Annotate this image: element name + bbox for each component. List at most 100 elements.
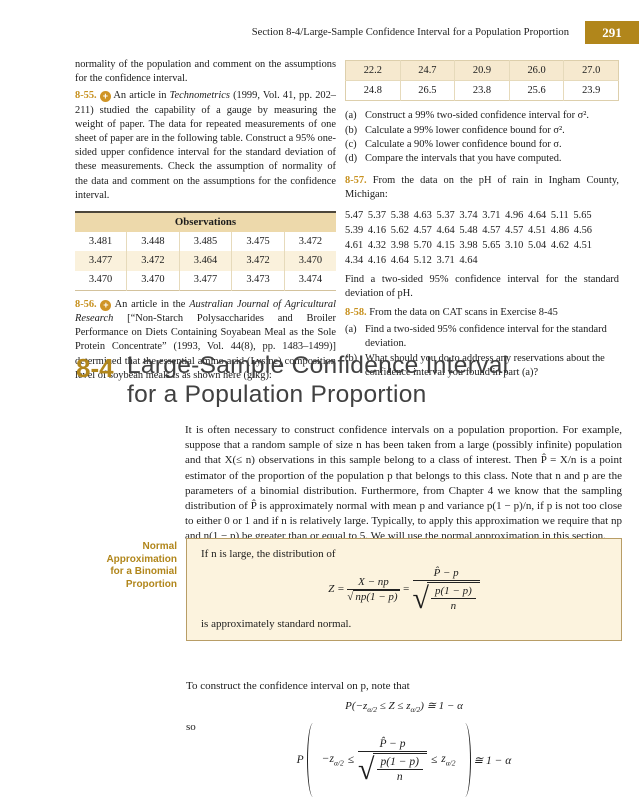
item-text: Construct a 99% two-sided confidence int… xyxy=(365,110,589,122)
plus-circle-icon: + xyxy=(99,91,111,103)
table-row: 24.8 26.5 23.8 25.6 23.9 xyxy=(346,80,619,101)
fraction: p(1 − p) n xyxy=(376,756,423,783)
table-row: 22.2 24.7 20.9 26.0 27.0 xyxy=(345,60,619,81)
plus-circle-icon: + xyxy=(100,299,112,311)
data-line: 4.34 4.16 4.64 5.12 3.71 4.64 xyxy=(345,254,478,266)
exercise-text: An article in the xyxy=(114,298,190,310)
sidebar-label-line: Normal xyxy=(142,541,177,552)
sidebar-label-line: for a Binomial xyxy=(110,566,177,577)
ph-data-block: 5.47 5.37 5.38 4.63 5.37 3.74 3.71 4.96 … xyxy=(345,208,619,268)
big-probability-formula: P −zα/2 ≤ P̂ − p √ p(1 − p) n xyxy=(186,722,622,798)
table-cell: 3.470 xyxy=(126,270,180,291)
equals-sign: = xyxy=(402,583,410,595)
table-cell: 3.470 xyxy=(88,274,113,286)
item-label: (a) xyxy=(345,110,357,122)
square-root: √ p(1 − p) n xyxy=(358,752,427,784)
lysine-data-table: 22.2 24.7 20.9 26.0 27.0 24.8 26.5 23.8 … xyxy=(345,60,619,102)
fraction: p(1 − p) n xyxy=(431,585,476,612)
exercise-number: 8-56. xyxy=(75,298,97,310)
table-cell: 3.470 xyxy=(283,251,336,271)
table-cell: 3.472 xyxy=(283,232,336,252)
sidebar-label-line: Proportion xyxy=(125,578,177,590)
formula-lhs: Z = xyxy=(328,583,345,595)
table-row: 3.477 3.472 3.464 3.472 3.470 xyxy=(75,251,336,271)
table-cell: 3.477 xyxy=(178,270,232,291)
exercise-text: (1999, Vol. 41, pp. 202–211) studied the… xyxy=(75,90,336,201)
data-line: 5.39 4.16 5.62 4.57 4.64 5.48 4.57 4.57 … xyxy=(345,224,592,236)
journal-name: Technometrics xyxy=(169,90,230,102)
section-title: Large-Sample Confidence Interval for a P… xyxy=(127,351,508,409)
journal-name: Australian Journal of Agricultural Resea… xyxy=(75,298,336,325)
item-label: (b) xyxy=(345,352,358,364)
so-text: so xyxy=(186,721,196,733)
box-text-bottom: is approximately standard normal. xyxy=(201,618,352,630)
fraction: P̂ − p √ p(1 − p) n xyxy=(358,738,427,784)
table-cell: 23.9 xyxy=(563,80,619,101)
list-item: (b) Calculate a 99% lower confidence boun… xyxy=(345,124,619,138)
table-cell: 3.472 xyxy=(126,251,180,271)
table-cell: 3.474 xyxy=(283,270,336,291)
exercise-8-55: 8-55. + An article in Technometrics (199… xyxy=(75,89,336,203)
exercise-text: From the data on CAT scans in Exercise 8… xyxy=(369,307,558,319)
table-cell: 3.448 xyxy=(126,232,180,252)
table-cell: 26.0 xyxy=(508,60,564,81)
observations-table-header: Observations xyxy=(75,211,336,233)
sidebar-label-line: Approximation xyxy=(106,553,177,565)
right-column: 22.2 24.7 20.9 26.0 27.0 24.8 26.5 23.8 … xyxy=(345,58,619,380)
table-cell: 3.473 xyxy=(231,270,285,291)
list-item: (b) What should you do to address any res… xyxy=(345,352,619,380)
probability-formula: P(−zα/2 ≤ Z ≤ zα/2) ≅ 1 − α xyxy=(345,700,463,715)
definition-box: If n is large, the distribution of Z = X… xyxy=(186,538,622,641)
rhs: ≅ 1 − α xyxy=(473,755,512,767)
list-item: (c) Calculate a 90% lower confidence boun… xyxy=(345,138,619,152)
table-cell: 3.485 xyxy=(178,232,232,252)
table-cell: 26.5 xyxy=(399,80,455,101)
table-cell: 3.481 xyxy=(88,235,113,247)
table-cell: 24.7 xyxy=(399,60,455,81)
fraction: X − np √ np(1 − p) xyxy=(347,575,400,603)
square-root: √ np(1 − p) xyxy=(347,589,400,603)
right-paren xyxy=(459,723,471,797)
leq-sign: ≤ xyxy=(430,754,438,766)
list-item: (a) Construct a 99% two-sided confidence … xyxy=(345,109,619,123)
item-label: (a) xyxy=(345,324,357,336)
item-label: (d) xyxy=(345,153,358,165)
table-cell: 3.475 xyxy=(231,232,285,252)
left-column: normality of the population and comment … xyxy=(75,58,336,386)
section-number: 8-4 xyxy=(76,353,114,383)
list-item: (a) Find a two-sided 95% confidence inter… xyxy=(345,323,619,351)
table-cell: 3.477 xyxy=(88,254,113,266)
item-text: Calculate a 90% lower confidence bound f… xyxy=(365,138,562,150)
section-title-line1: Large-Sample Confidence Interval xyxy=(127,352,509,379)
exercise-number: 8-58. xyxy=(345,307,367,319)
exercise-text: From the data on the pH of rain in Ingha… xyxy=(345,175,619,201)
table-cell: 25.6 xyxy=(508,80,564,101)
data-line: 4.61 4.32 3.98 5.70 4.15 3.98 5.65 3.10 … xyxy=(345,239,592,251)
leq-sign: ≤ xyxy=(347,754,355,766)
exercise-8-57-closing: Find a two-sided 95% confidence interval… xyxy=(345,273,619,299)
intro-continuation-text: normality of the population and comment … xyxy=(75,59,336,85)
exercise-8-56: 8-56. + An article in the Australian Jou… xyxy=(75,298,336,383)
page-number-badge: 291 xyxy=(585,21,639,44)
table-cell: 23.8 xyxy=(454,80,510,101)
exercise-text: An article in xyxy=(113,90,170,102)
list-item: (d) Compare the intervals that you have c… xyxy=(345,152,619,166)
table-cell: 27.0 xyxy=(563,60,619,81)
section-intro-paragraph: It is often necessary to construct confi… xyxy=(185,424,622,543)
P-symbol: P xyxy=(296,754,304,766)
box-text-top: If n is large, the distribution of xyxy=(201,548,336,560)
exercise-number: 8-55. xyxy=(75,90,97,102)
table-cell: 3.472 xyxy=(231,251,285,271)
item-text: What should you do to address any reserv… xyxy=(365,352,605,378)
data-line: 5.47 5.37 5.38 4.63 5.37 3.74 3.71 4.96 … xyxy=(345,209,592,221)
item-label: (c) xyxy=(345,138,357,150)
running-header-title: Section 8-4/Large-Sample Confidence Inte… xyxy=(251,27,569,38)
table-row: 3.470 3.470 3.477 3.473 3.474 xyxy=(75,270,336,291)
table-cell: 20.9 xyxy=(454,60,510,81)
sidebar-label: Normal Approximation for a Binomial Prop… xyxy=(75,541,177,591)
table-cell: 3.464 xyxy=(178,251,232,271)
construct-text: To construct the confidence interval on … xyxy=(186,680,410,692)
exercise-number: 8-57. xyxy=(345,175,367,187)
item-label: (b) xyxy=(345,124,358,136)
